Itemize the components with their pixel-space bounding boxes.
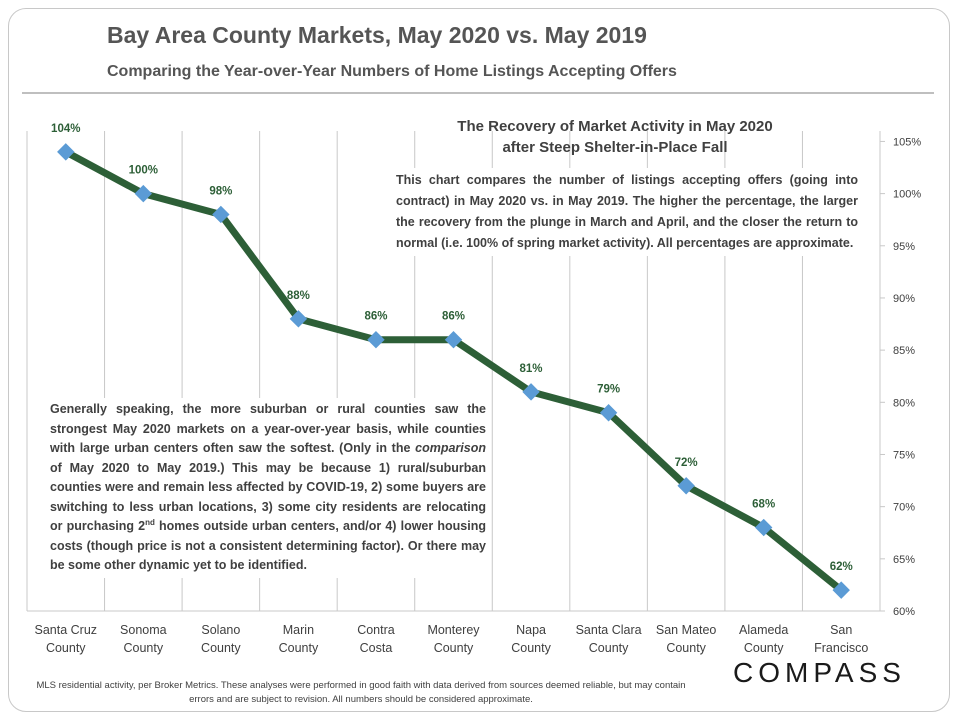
- chart-subtitle: Comparing the Year-over-Year Numbers of …: [107, 63, 677, 80]
- data-label: 79%: [597, 384, 620, 396]
- x-tick-label: Napa: [516, 623, 546, 637]
- analysis-callout-text: Generally speaking, the more suburban or…: [46, 398, 490, 578]
- footer-note: MLS residential activity, per Broker Met…: [36, 680, 686, 705]
- data-label: 68%: [752, 499, 775, 511]
- x-tick-label: County: [279, 641, 319, 655]
- data-point-marker: [754, 518, 773, 537]
- analysis-text-part1: Generally speaking, the more suburban or…: [50, 402, 486, 455]
- x-tick-label: Santa Clara: [576, 623, 642, 637]
- x-tick-label: San Mateo: [656, 623, 717, 637]
- data-point-marker: [212, 205, 230, 224]
- x-tick-label: Francisco: [814, 641, 868, 655]
- analysis-text-emphasis: comparison: [415, 441, 486, 455]
- y-tick-label: 65%: [893, 554, 915, 566]
- chart-title: Bay Area County Markets, May 2020 vs. Ma…: [107, 22, 647, 48]
- data-label: 98%: [209, 185, 232, 197]
- y-tick-label: 85%: [893, 345, 915, 357]
- recovery-callout-title: The Recovery of Market Activity in May 2…: [457, 118, 773, 156]
- data-label: 104%: [51, 123, 80, 135]
- x-tick-label: Costa: [360, 641, 393, 655]
- y-tick-label: 90%: [893, 293, 915, 305]
- x-tick-label: Monterey: [427, 623, 480, 637]
- x-tick-label: County: [201, 641, 241, 655]
- y-tick-label: 80%: [893, 397, 915, 409]
- y-tick-label: 105%: [893, 136, 921, 148]
- recovery-callout-text: This chart compares the number of listin…: [392, 168, 862, 256]
- data-point-marker: [444, 330, 463, 349]
- x-tick-label: Alameda: [739, 623, 788, 637]
- data-label: 72%: [675, 457, 698, 469]
- data-point-marker: [134, 184, 153, 203]
- x-tick-label: Marin: [283, 623, 314, 637]
- data-label: 88%: [287, 290, 310, 302]
- x-tick-label: Santa Cruz: [35, 623, 98, 637]
- data-point-marker: [599, 404, 618, 422]
- analysis-text-part2: of May 2020 to May 2019.) This may be be…: [50, 460, 486, 534]
- data-label: 86%: [442, 311, 465, 323]
- data-label: 100%: [129, 165, 158, 177]
- x-tick-label: County: [666, 641, 706, 655]
- data-point-marker: [289, 310, 308, 328]
- data-point-marker: [367, 330, 385, 349]
- header-divider: [22, 92, 934, 94]
- y-tick-label: 70%: [893, 502, 915, 514]
- y-tick-label: 60%: [893, 606, 915, 618]
- data-point-marker: [832, 581, 850, 599]
- x-tick-label: County: [46, 641, 86, 655]
- x-tick-label: County: [511, 641, 551, 655]
- data-point-marker: [677, 477, 695, 495]
- analysis-text-superscript: nd: [145, 517, 155, 527]
- y-tick-label: 75%: [893, 449, 915, 461]
- x-tick-label: County: [434, 641, 474, 655]
- x-tick-label: Solano: [201, 623, 240, 637]
- x-tick-label: County: [744, 641, 784, 655]
- data-label: 62%: [830, 561, 853, 573]
- x-tick-label: Contra: [357, 623, 395, 637]
- data-label: 86%: [364, 311, 387, 323]
- data-point-marker: [522, 383, 540, 401]
- x-tick-label: Sonoma: [120, 623, 167, 637]
- y-tick-label: 95%: [893, 241, 915, 253]
- compass-logo: COMPASS: [733, 657, 906, 688]
- x-tick-label: San: [830, 623, 852, 637]
- x-tick-label: County: [124, 641, 164, 655]
- data-point-marker: [57, 143, 75, 161]
- analysis-text-part3: homes outside urban centers, and/or 4) l…: [50, 519, 486, 572]
- x-tick-label: County: [589, 641, 629, 655]
- data-label: 81%: [520, 363, 543, 375]
- y-tick-label: 100%: [893, 189, 921, 201]
